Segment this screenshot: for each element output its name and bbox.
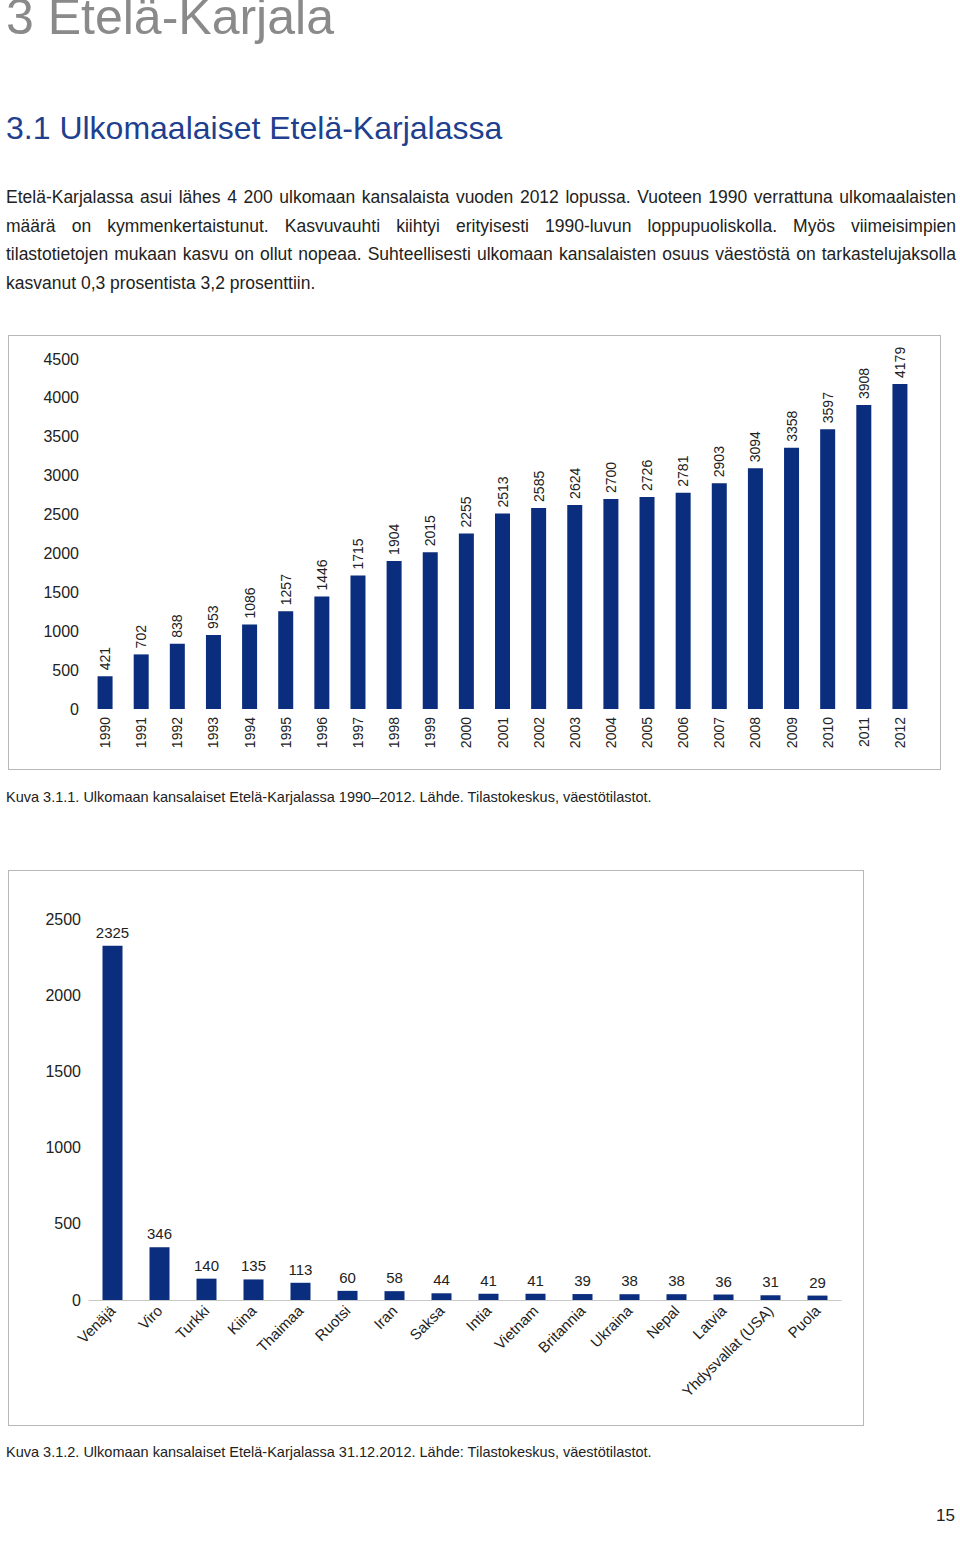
svg-text:2513: 2513 [495,476,511,507]
svg-text:Thaimaa: Thaimaa [253,1302,307,1356]
svg-text:500: 500 [52,662,79,679]
svg-text:2003: 2003 [567,717,583,748]
svg-text:3597: 3597 [820,392,836,423]
svg-text:2325: 2325 [96,924,129,941]
svg-text:3358: 3358 [784,410,800,441]
svg-text:1990: 1990 [97,717,113,748]
svg-text:2006: 2006 [675,717,691,748]
svg-text:2500: 2500 [45,911,81,928]
html-text:Etelä-Karjalassa asui lähes 4: Etelä-Karjalassa asui lähes 4 200 ulkoma… [6,187,956,293]
svg-text:1996: 1996 [314,717,330,748]
svg-text:44: 44 [433,1271,450,1288]
svg-text:3500: 3500 [43,428,79,445]
svg-text:Venäjä: Venäjä [74,1302,119,1347]
svg-text:2002: 2002 [531,717,547,748]
svg-text:2010: 2010 [820,717,836,748]
svg-text:0: 0 [70,701,79,718]
svg-text:500: 500 [54,1215,81,1232]
svg-text:2001: 2001 [495,717,511,748]
svg-text:1992: 1992 [169,717,185,748]
svg-text:1904: 1904 [386,524,402,555]
svg-text:Ukraina: Ukraina [587,1302,636,1351]
svg-text:Kiina: Kiina [224,1302,260,1338]
svg-text:346: 346 [147,1225,172,1242]
svg-text:1715: 1715 [350,538,366,569]
svg-text:1991: 1991 [133,717,149,748]
svg-text:38: 38 [621,1272,638,1289]
svg-text:702: 702 [133,625,149,649]
svg-text:Turkki: Turkki [172,1302,212,1342]
svg-text:2008: 2008 [747,717,763,748]
svg-text:41: 41 [527,1272,544,1289]
svg-text:3908: 3908 [856,368,872,399]
svg-text:953: 953 [205,605,221,629]
svg-text:Viro: Viro [135,1302,166,1333]
svg-text:Iran: Iran [370,1302,400,1332]
svg-text:4500: 4500 [43,351,79,368]
svg-text:2726: 2726 [639,460,655,491]
svg-text:2624: 2624 [567,468,583,499]
svg-text:Puola: Puola [784,1302,824,1342]
svg-text:2700: 2700 [603,462,619,493]
svg-text:31: 31 [762,1273,779,1290]
svg-text:Yhdysvallat (USA): Yhdysvallat (USA) [679,1302,777,1400]
svg-text:60: 60 [339,1269,356,1286]
svg-text:2009: 2009 [784,717,800,748]
svg-text:Britannia: Britannia [535,1302,589,1356]
svg-text:2500: 2500 [43,506,79,523]
svg-text:2903: 2903 [711,446,727,477]
svg-text:1500: 1500 [45,1063,81,1080]
svg-text:0: 0 [72,1292,81,1309]
svg-text:29: 29 [809,1274,826,1291]
svg-text:2012: 2012 [892,717,908,748]
html-text:15: 15 [936,1506,955,1525]
svg-text:Intia: Intia [462,1302,495,1335]
svg-text:2011: 2011 [856,717,872,747]
svg-text:421: 421 [97,647,113,671]
svg-text:58: 58 [386,1269,403,1286]
svg-text:2000: 2000 [458,717,474,748]
svg-text:Saksa: Saksa [406,1302,448,1344]
svg-text:1257: 1257 [278,574,294,605]
svg-text:Ruotsi: Ruotsi [311,1302,353,1344]
svg-text:1446: 1446 [314,559,330,590]
svg-text:2781: 2781 [675,455,691,486]
svg-text:41: 41 [480,1272,497,1289]
svg-text:1995: 1995 [278,717,294,748]
svg-text:838: 838 [169,614,185,638]
svg-text:135: 135 [241,1257,266,1274]
svg-text:4000: 4000 [43,389,79,406]
svg-text:1993: 1993 [205,717,221,748]
svg-text:2005: 2005 [639,717,655,748]
svg-text:Nepal: Nepal [643,1302,683,1342]
svg-text:36: 36 [715,1273,732,1290]
svg-text:3000: 3000 [43,467,79,484]
svg-text:2004: 2004 [603,717,619,748]
svg-text:1000: 1000 [45,1139,81,1156]
svg-text:3094: 3094 [747,431,763,462]
svg-text:1500: 1500 [43,584,79,601]
svg-text:140: 140 [194,1257,219,1274]
html-text:Kuva 3.1.2. Ulkomaan kansalais: Kuva 3.1.2. Ulkomaan kansalaiset Etelä-K… [6,1444,652,1460]
svg-text:2015: 2015 [422,515,438,546]
svg-text:2000: 2000 [45,987,81,1004]
svg-text:4179: 4179 [892,347,908,378]
svg-text:1998: 1998 [386,717,402,748]
svg-text:38: 38 [668,1272,685,1289]
svg-text:1999: 1999 [422,717,438,748]
svg-text:Vietnam: Vietnam [491,1302,542,1353]
svg-text:2255: 2255 [458,496,474,527]
html-text:Kuva 3.1.1. Ulkomaan kansalais: Kuva 3.1.1. Ulkomaan kansalaiset Etelä-K… [6,789,652,805]
svg-text:1997: 1997 [350,717,366,748]
svg-text:2585: 2585 [531,471,547,502]
svg-text:Latvia: Latvia [689,1302,730,1343]
svg-text:1086: 1086 [242,587,258,618]
html-text:3.1 Ulkomaalaiset Etelä-Karjal: 3.1 Ulkomaalaiset Etelä-Karjalassa [6,110,503,146]
svg-text:1994: 1994 [242,717,258,748]
svg-text:2007: 2007 [711,717,727,748]
svg-text:2000: 2000 [43,545,79,562]
svg-text:39: 39 [574,1272,591,1289]
svg-text:113: 113 [289,1261,313,1278]
svg-text:1000: 1000 [43,623,79,640]
